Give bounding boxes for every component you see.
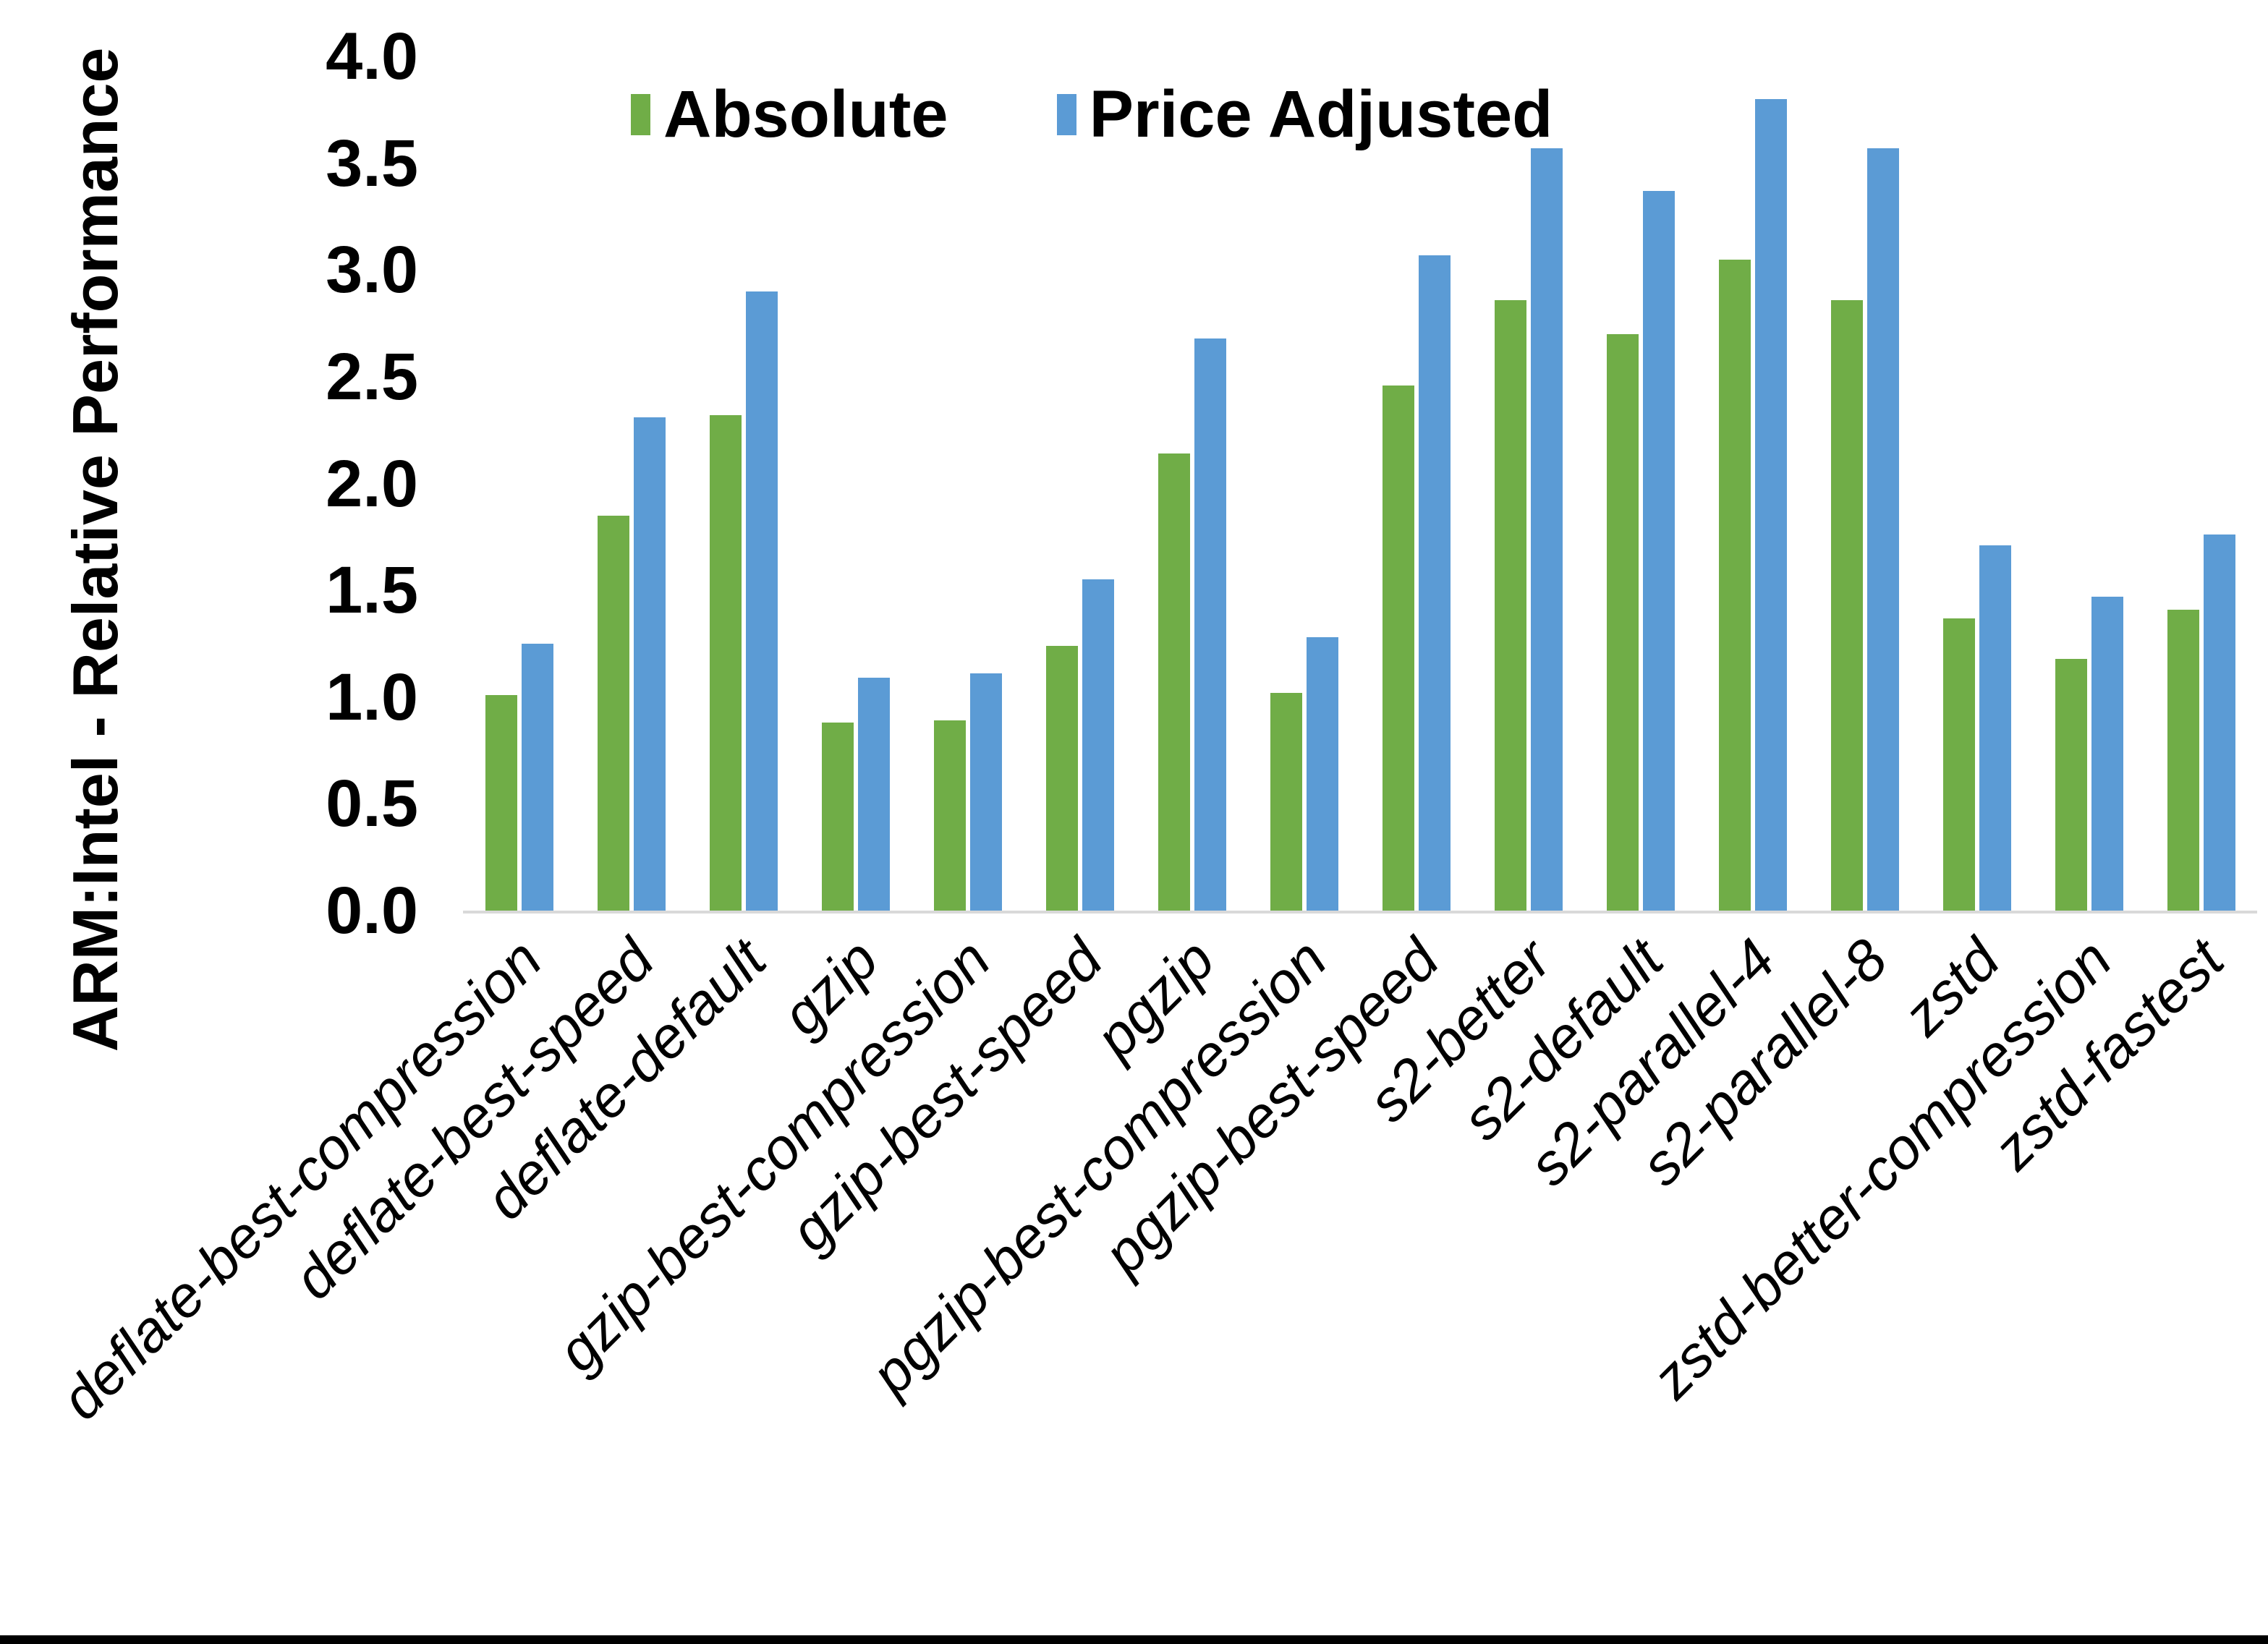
y-tick-label: 1.5 bbox=[326, 553, 418, 628]
bar-price-adjusted-zstd-fastest bbox=[2203, 534, 2235, 911]
y-tick-label: 3.0 bbox=[326, 233, 418, 307]
y-tick-label: 4.0 bbox=[326, 20, 418, 93]
bar-absolute-gzip bbox=[821, 723, 854, 911]
bar-price-adjusted-pgzip bbox=[1194, 338, 1226, 911]
bar-group-zstd-fastest bbox=[2145, 56, 2257, 911]
y-tick-label: 3.5 bbox=[326, 126, 418, 200]
legend-swatch-blue bbox=[1056, 93, 1076, 135]
bar-group-deflate-best-compression bbox=[463, 56, 575, 911]
bar-group-gzip-best-compression bbox=[912, 56, 1024, 911]
legend-label-absolute: Absolute bbox=[663, 77, 948, 151]
plot-area bbox=[463, 56, 2257, 913]
bar-price-adjusted-pgzip-best-speed bbox=[1418, 255, 1451, 911]
bar-absolute-s2-default bbox=[1606, 333, 1639, 911]
bar-absolute-gzip-best-compression bbox=[933, 720, 966, 911]
bar-price-adjusted-gzip-best-speed bbox=[1082, 579, 1114, 911]
bottom-border-line bbox=[0, 1635, 2268, 1644]
legend-item-price-adjusted: Price Adjusted bbox=[1056, 77, 1553, 151]
bar-price-adjusted-s2-parallel-4 bbox=[1754, 99, 1787, 911]
bar-price-adjusted-pgzip-best-compression bbox=[1306, 637, 1338, 911]
bar-absolute-s2-parallel-4 bbox=[1718, 259, 1751, 911]
y-tick-label: 0.0 bbox=[326, 874, 418, 947]
bar-price-adjusted-deflate-default bbox=[745, 291, 778, 911]
bar-absolute-zstd bbox=[1942, 618, 1975, 911]
bar-price-adjusted-s2-default bbox=[1642, 191, 1675, 911]
bar-price-adjusted-s2-better bbox=[1530, 148, 1563, 911]
bar-absolute-zstd-fastest bbox=[2167, 609, 2199, 911]
bar-price-adjusted-deflate-best-speed bbox=[633, 417, 666, 911]
y-axis-tick-labels: 0.0 0.5 1.0 1.5 2.0 2.5 3.0 3.5 4.0 bbox=[0, 23, 418, 944]
x-axis-labels: deflate-best-compression deflate-best-spe… bbox=[48, 56, 2257, 1431]
bar-absolute-s2-parallel-8 bbox=[1830, 299, 1863, 911]
bar-absolute-gzip-best-speed bbox=[1045, 645, 1078, 911]
legend-item-absolute: Absolute bbox=[631, 81, 948, 148]
bar-absolute-deflate-best-compression bbox=[485, 694, 517, 911]
bar-group-deflate-default bbox=[687, 56, 799, 911]
legend-label-price-adjusted: Price Adjusted bbox=[1089, 77, 1553, 151]
y-tick-label: 2.5 bbox=[326, 339, 418, 414]
y-tick-label: 1.0 bbox=[326, 660, 418, 734]
y-tick-label: 2.0 bbox=[326, 446, 418, 521]
bar-group-s2-better bbox=[1472, 56, 1584, 911]
bar-group-gzip-best-speed bbox=[1024, 56, 1136, 911]
bar-absolute-pgzip-best-compression bbox=[1270, 692, 1302, 911]
bar-price-adjusted-gzip-best-compression bbox=[969, 673, 1002, 911]
bar-price-adjusted-zstd-better-compression bbox=[2091, 596, 2123, 911]
bar-absolute-pgzip-best-speed bbox=[1382, 385, 1414, 911]
bar-group-deflate-best-speed bbox=[575, 56, 687, 911]
legend: Absolute Price Adjusted bbox=[631, 81, 1553, 148]
bar-price-adjusted-s2-parallel-8 bbox=[1866, 148, 1899, 911]
bar-price-adjusted-zstd bbox=[1979, 545, 2011, 911]
legend-swatch-green bbox=[631, 93, 650, 135]
bar-absolute-s2-better bbox=[1494, 299, 1526, 911]
bar-absolute-zstd-better-compression bbox=[2055, 658, 2087, 911]
bar-absolute-deflate-default bbox=[709, 415, 742, 911]
bar-price-adjusted-deflate-best-compression bbox=[521, 643, 553, 911]
bar-group-zstd-better-compression bbox=[2033, 56, 2145, 911]
bar-group-s2-parallel-8 bbox=[1809, 56, 1921, 911]
bar-absolute-pgzip bbox=[1158, 453, 1190, 911]
bar-price-adjusted-gzip bbox=[857, 678, 890, 911]
bar-group-pgzip-best-speed bbox=[1360, 56, 1472, 911]
bar-absolute-deflate-best-speed bbox=[597, 515, 629, 911]
bar-group-pgzip bbox=[1136, 56, 1248, 911]
bar-group-gzip bbox=[799, 56, 912, 911]
bar-group-pgzip-best-compression bbox=[1248, 56, 1360, 911]
bar-group-s2-parallel-4 bbox=[1696, 56, 1809, 911]
bar-group-s2-default bbox=[1584, 56, 1696, 911]
bar-group-zstd bbox=[1921, 56, 2033, 911]
y-tick-label: 0.5 bbox=[326, 767, 418, 841]
